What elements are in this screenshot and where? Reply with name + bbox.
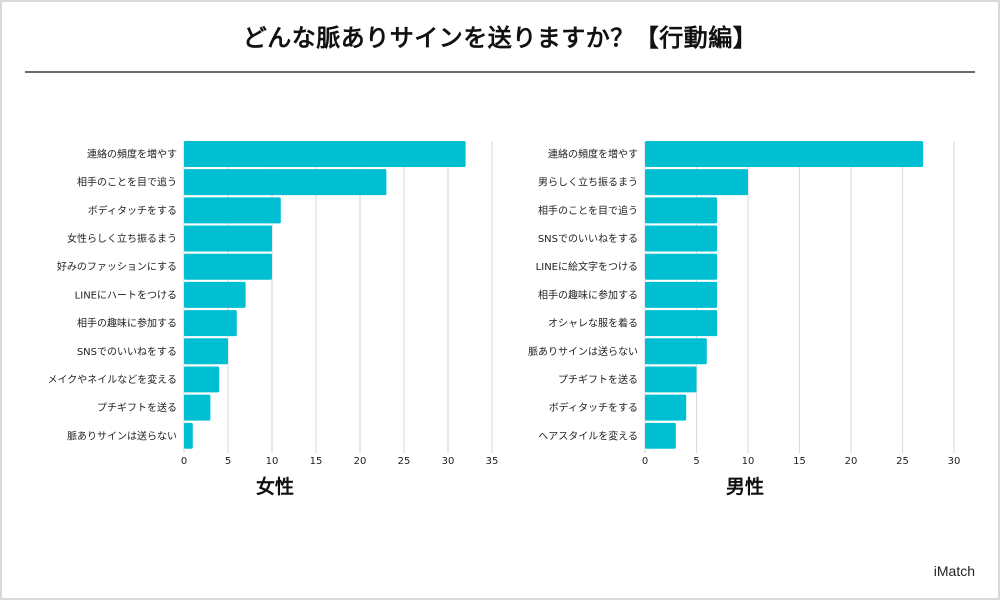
category-label: 相手のことを目で追う [77,176,177,189]
chart-title-female: 女性 [256,475,294,498]
x-tick-label: 5 [693,456,699,467]
bar [184,366,220,393]
bar [184,310,237,337]
x-tick-label: 0 [642,456,648,467]
x-tick-label: 15 [310,456,323,467]
x-tick-label: 25 [896,456,909,467]
x-tick-label: 15 [793,456,806,467]
category-label: メイクやネイルなどを変える [48,373,178,386]
category-label: 女性らしく立ち振るまう [67,232,177,245]
category-label: オシャレな服を着る [548,317,638,330]
page-title: どんな脈ありサインを送りますか？【行動編】 [242,24,758,52]
category-label: 相手の趣味に参加する [538,288,638,301]
chart-male: 0 5 10 15 20 25 30 連絡の頻度を増やす男らしく立ち振るまう相手のことを目で追… [528,141,960,498]
bar [184,422,193,449]
category-label: SNSでのいいねをする [77,346,177,358]
x-tick-label: 10 [742,456,755,467]
x-tick-label: 20 [845,456,858,467]
bar [184,253,272,280]
chart-title-male: 男性 [726,475,764,498]
category-label: SNSでのいいねをする [538,233,638,245]
x-tick-label: 30 [442,456,455,467]
bar [184,197,281,224]
brand-logo-text: iMatch [933,563,975,579]
category-label: ボディタッチをする [88,204,177,217]
x-tick-label: 0 [181,456,187,467]
category-label: ボディタッチをする [549,401,638,414]
bar [645,394,687,421]
x-tick-label: 5 [225,456,231,467]
x-tick-label: 10 [266,456,279,467]
x-tick-label: 20 [354,456,367,467]
bar [645,169,748,196]
category-label: 相手のことを目で追う [538,204,638,217]
category-label: 脈ありサインは送らない [67,429,177,442]
x-tick-label: 30 [948,456,961,467]
bar [645,253,718,280]
category-label: 連絡の頻度を増やす [548,147,638,160]
bar [184,281,246,308]
title-divider [25,71,975,73]
bar [645,197,718,224]
category-label: LINEに絵文字をつける [536,260,638,273]
bar [184,141,466,167]
category-label: 脈ありサインは送らない [528,345,638,358]
category-label: プチギフトを送る [558,373,638,386]
bar [184,169,387,196]
category-label: 男らしく立ち振るまう [538,176,638,189]
bar [645,225,718,252]
category-label: プチギフトを送る [97,401,177,414]
category-label: LINEにハートをつける [75,289,177,301]
category-label: 相手の趣味に参加する [77,317,177,330]
bar [184,338,228,365]
category-label: 好みのファッションにする [57,261,177,273]
bar [645,141,924,167]
chart-female: 0 5 10 15 20 25 30 35 連絡の頻度を増やす相手のことを目で追うボディタッチを… [48,141,499,498]
x-tick-label: 25 [398,456,411,467]
bar [645,422,676,449]
bar [645,338,707,365]
bar [184,394,211,421]
x-tick-label: 35 [486,456,499,467]
bar [184,225,272,252]
category-label: 連絡の頻度を増やす [87,147,177,160]
bar [645,310,718,337]
bar [645,281,718,308]
category-label: ヘアスタイルを変える [538,429,638,442]
bar [645,366,697,393]
